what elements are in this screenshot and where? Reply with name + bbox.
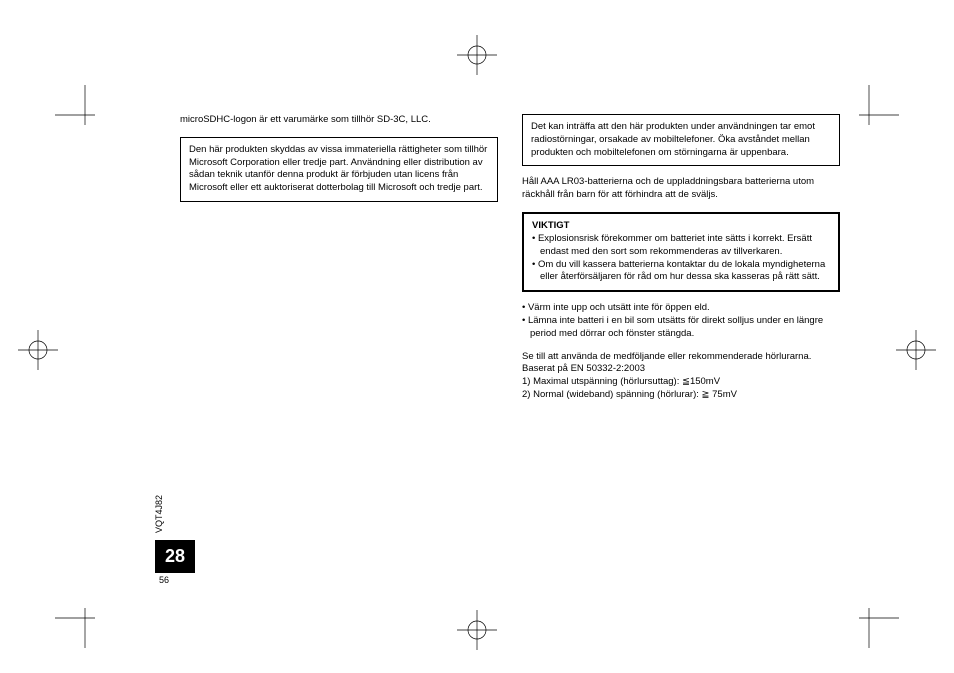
page-number-small: 56 — [159, 575, 195, 585]
page-number-badge: 28 — [155, 540, 195, 573]
important-box: VIKTIGT Explosionsrisk förekommer om bat… — [522, 212, 840, 292]
crop-mark-bl — [55, 588, 115, 648]
left-column: microSDHC-logon är ett varumärke som til… — [180, 114, 498, 494]
warning-item: Lämna inte batteri i en bil som utsätts … — [522, 315, 840, 341]
content-area: microSDHC-logon är ett varumärke som til… — [180, 114, 840, 494]
page-number-block: 28 56 — [155, 540, 195, 585]
important-title: VIKTIGT — [532, 220, 830, 233]
headphone-line: Baserat på EN 50332-2:2003 — [522, 363, 840, 376]
trademark-text: microSDHC-logon är ett varumärke som til… — [180, 114, 498, 127]
interference-box: Det kan inträffa att den här produkten u… — [522, 114, 840, 166]
crop-mark-tl — [55, 85, 115, 145]
reg-mark-top — [447, 25, 507, 90]
crop-mark-tr — [839, 85, 899, 145]
crop-mark-br — [839, 588, 899, 648]
warning-list: Värm inte upp och utsätt inte för öppen … — [522, 302, 840, 340]
reg-mark-bottom — [447, 600, 507, 665]
headphone-line: Se till att använda de medföljande eller… — [522, 351, 840, 364]
right-column: Det kan inträffa att den här produkten u… — [522, 114, 840, 494]
battery-paragraph: Håll AAA LR03-batterierna och de uppladd… — [522, 176, 840, 202]
reg-mark-right — [886, 320, 946, 385]
important-item: Om du vill kassera batterierna kontaktar… — [532, 259, 830, 285]
headphone-line: 1) Maximal utspänning (hörlursuttag): ≦1… — [522, 376, 840, 389]
doc-code: VQT4J82 — [154, 495, 164, 533]
important-item: Explosionsrisk förekommer om batteriet i… — [532, 233, 830, 259]
protection-box: Den här produkten skyddas av vissa immat… — [180, 137, 498, 202]
headphone-block: Se till att använda de medföljande eller… — [522, 351, 840, 402]
reg-mark-left — [8, 320, 68, 385]
headphone-line: 2) Normal (wideband) spänning (hörlurar)… — [522, 389, 840, 402]
important-list: Explosionsrisk förekommer om batteriet i… — [532, 233, 830, 284]
warning-item: Värm inte upp och utsätt inte för öppen … — [522, 302, 840, 315]
